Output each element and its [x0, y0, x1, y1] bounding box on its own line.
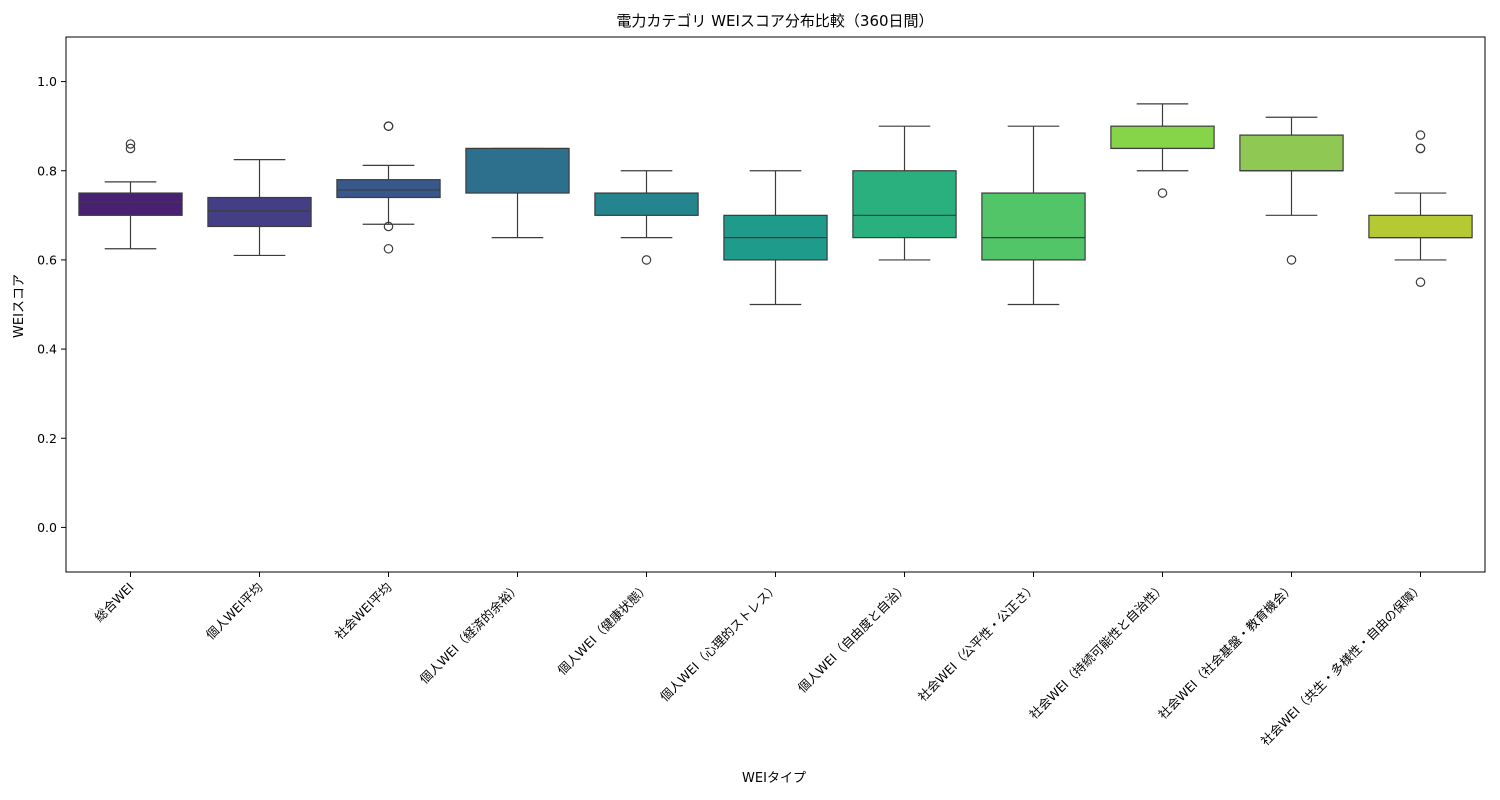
- y-tick-label: 0.6: [37, 252, 57, 267]
- x-tick-label: 個人WEI（自由度と自治）: [795, 580, 911, 696]
- x-tick-label: 社会WEI（公平性・公正さ）: [915, 580, 1040, 705]
- outlier-point: [125, 139, 136, 149]
- x-tick-label: 社会WEI（共生・多様性・自由の保障）: [1258, 580, 1427, 749]
- x-tick-label: 社会WEI（社会基盤・教育機会）: [1155, 580, 1297, 722]
- y-tick-label: 0.0: [37, 520, 57, 535]
- chart-title: 電力カテゴリ WEIスコア分布比較（360日間）: [616, 12, 933, 30]
- x-tick-label: 個人WEI（経済的余裕）: [417, 580, 524, 687]
- outlier-point: [1286, 255, 1297, 265]
- box: [1239, 134, 1344, 172]
- box: [336, 179, 441, 199]
- outlier-point: [125, 143, 136, 154]
- x-tick-label: 社会WEI平均: [332, 580, 395, 643]
- box: [1368, 214, 1473, 239]
- outlier-point: [383, 243, 394, 254]
- outlier-point: [1415, 130, 1426, 140]
- box: [981, 192, 1086, 261]
- outlier-point: [641, 255, 652, 265]
- box: [1110, 125, 1215, 150]
- y-axis-label: WEIスコア: [12, 274, 27, 338]
- x-tick-label: 総合WEI: [91, 580, 136, 625]
- x-tick-label: 社会WEI（持続可能性と自治性）: [1026, 580, 1168, 722]
- box: [852, 170, 957, 239]
- y-tick-label: 0.2: [37, 431, 57, 446]
- outlier-point: [383, 121, 394, 131]
- x-axis-label: WEIタイプ: [742, 771, 806, 786]
- outlier-point: [1157, 188, 1168, 198]
- x-tick-label: 個人WEI平均: [203, 580, 266, 643]
- y-tick-label: 0.4: [37, 342, 57, 357]
- y-tick-label: 1.0: [37, 74, 57, 89]
- x-tick-label: 個人WEI（健康状態）: [554, 580, 652, 678]
- box: [594, 192, 699, 216]
- y-tick-label: 0.8: [37, 163, 57, 178]
- x-tick-label: 個人WEI（心理的ストレス）: [657, 580, 782, 705]
- plot-frame: [65, 36, 1486, 573]
- box: [207, 196, 312, 228]
- outlier-point: [1415, 277, 1426, 288]
- outlier-point: [383, 221, 394, 232]
- box: [465, 147, 570, 194]
- outlier-point: [1415, 143, 1426, 154]
- box: [78, 192, 183, 216]
